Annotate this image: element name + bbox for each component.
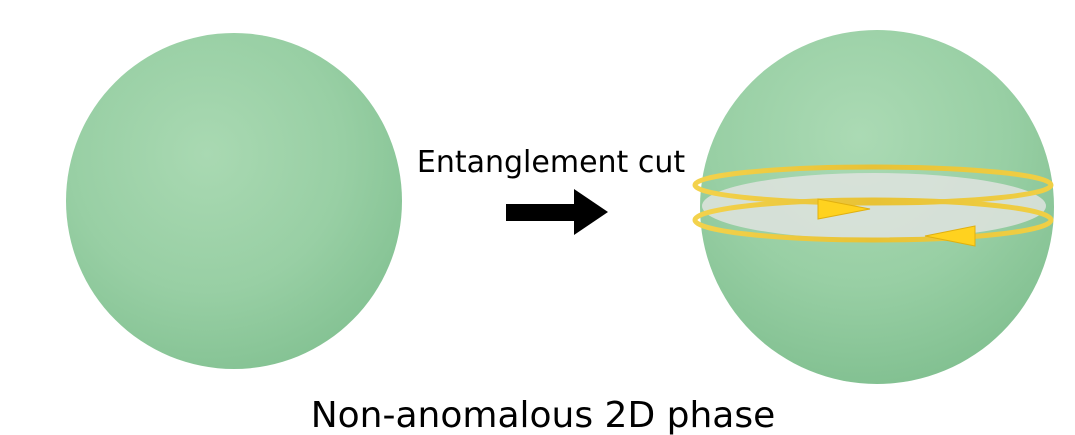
lower-edge-ring xyxy=(692,197,1054,243)
left-sphere xyxy=(66,33,402,369)
entanglement-cut-label: Entanglement cut xyxy=(417,145,685,180)
right-sphere-cut xyxy=(692,30,1054,384)
cut-plane xyxy=(702,173,1046,239)
right-arrow-icon xyxy=(506,189,608,235)
upper-edge-ring xyxy=(692,164,1054,206)
phase-caption: Non-anomalous 2D phase xyxy=(311,395,776,435)
edge-arrow-right-icon xyxy=(817,198,871,220)
edge-arrow-left-icon xyxy=(924,225,976,247)
